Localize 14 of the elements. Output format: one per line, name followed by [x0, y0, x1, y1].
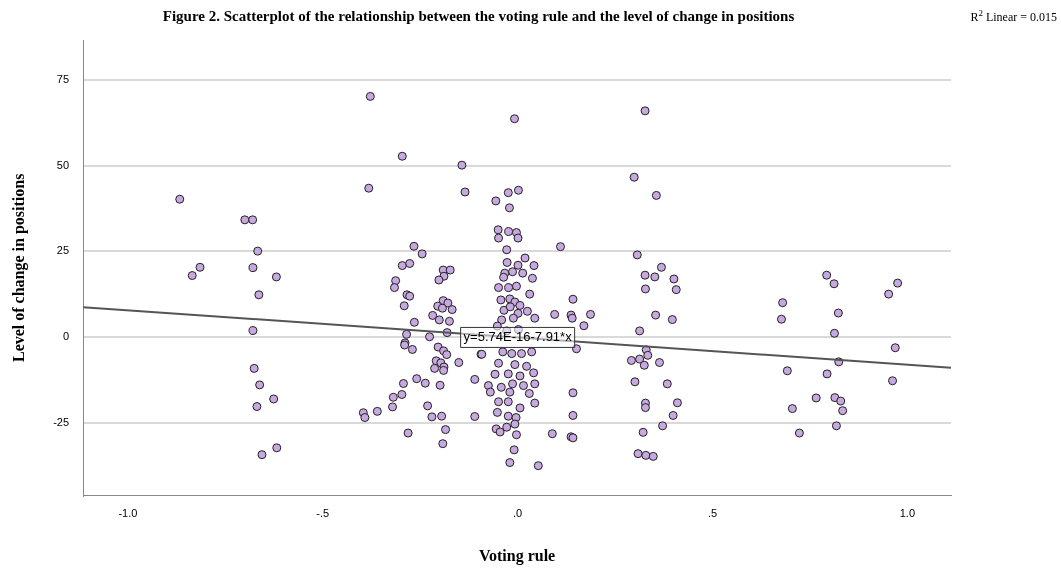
y-tick-label: 0	[62, 330, 70, 343]
chart-title: Figure 2. Scatterplot of the relationship between the voting rule and the level of change in positions	[162, 7, 795, 24]
x-axis-title: Voting rule	[478, 546, 556, 565]
x-tick-label: -.5	[316, 507, 330, 520]
x-tick-label: .0	[513, 507, 523, 520]
y-axis-title: Level of change in positions	[9, 173, 28, 363]
x-tick-label: -1.0	[118, 507, 138, 520]
annotation: y=5.74E-16-7.91*x	[463, 329, 573, 345]
y-tick-label: -25	[53, 416, 70, 429]
x-tick-label: 1.0	[899, 507, 915, 520]
y-tick-label: 50	[56, 158, 70, 171]
y-tick-label: 75	[56, 72, 70, 85]
y-tick-label: 25	[56, 244, 70, 257]
x-tick-label: .5	[707, 507, 718, 520]
